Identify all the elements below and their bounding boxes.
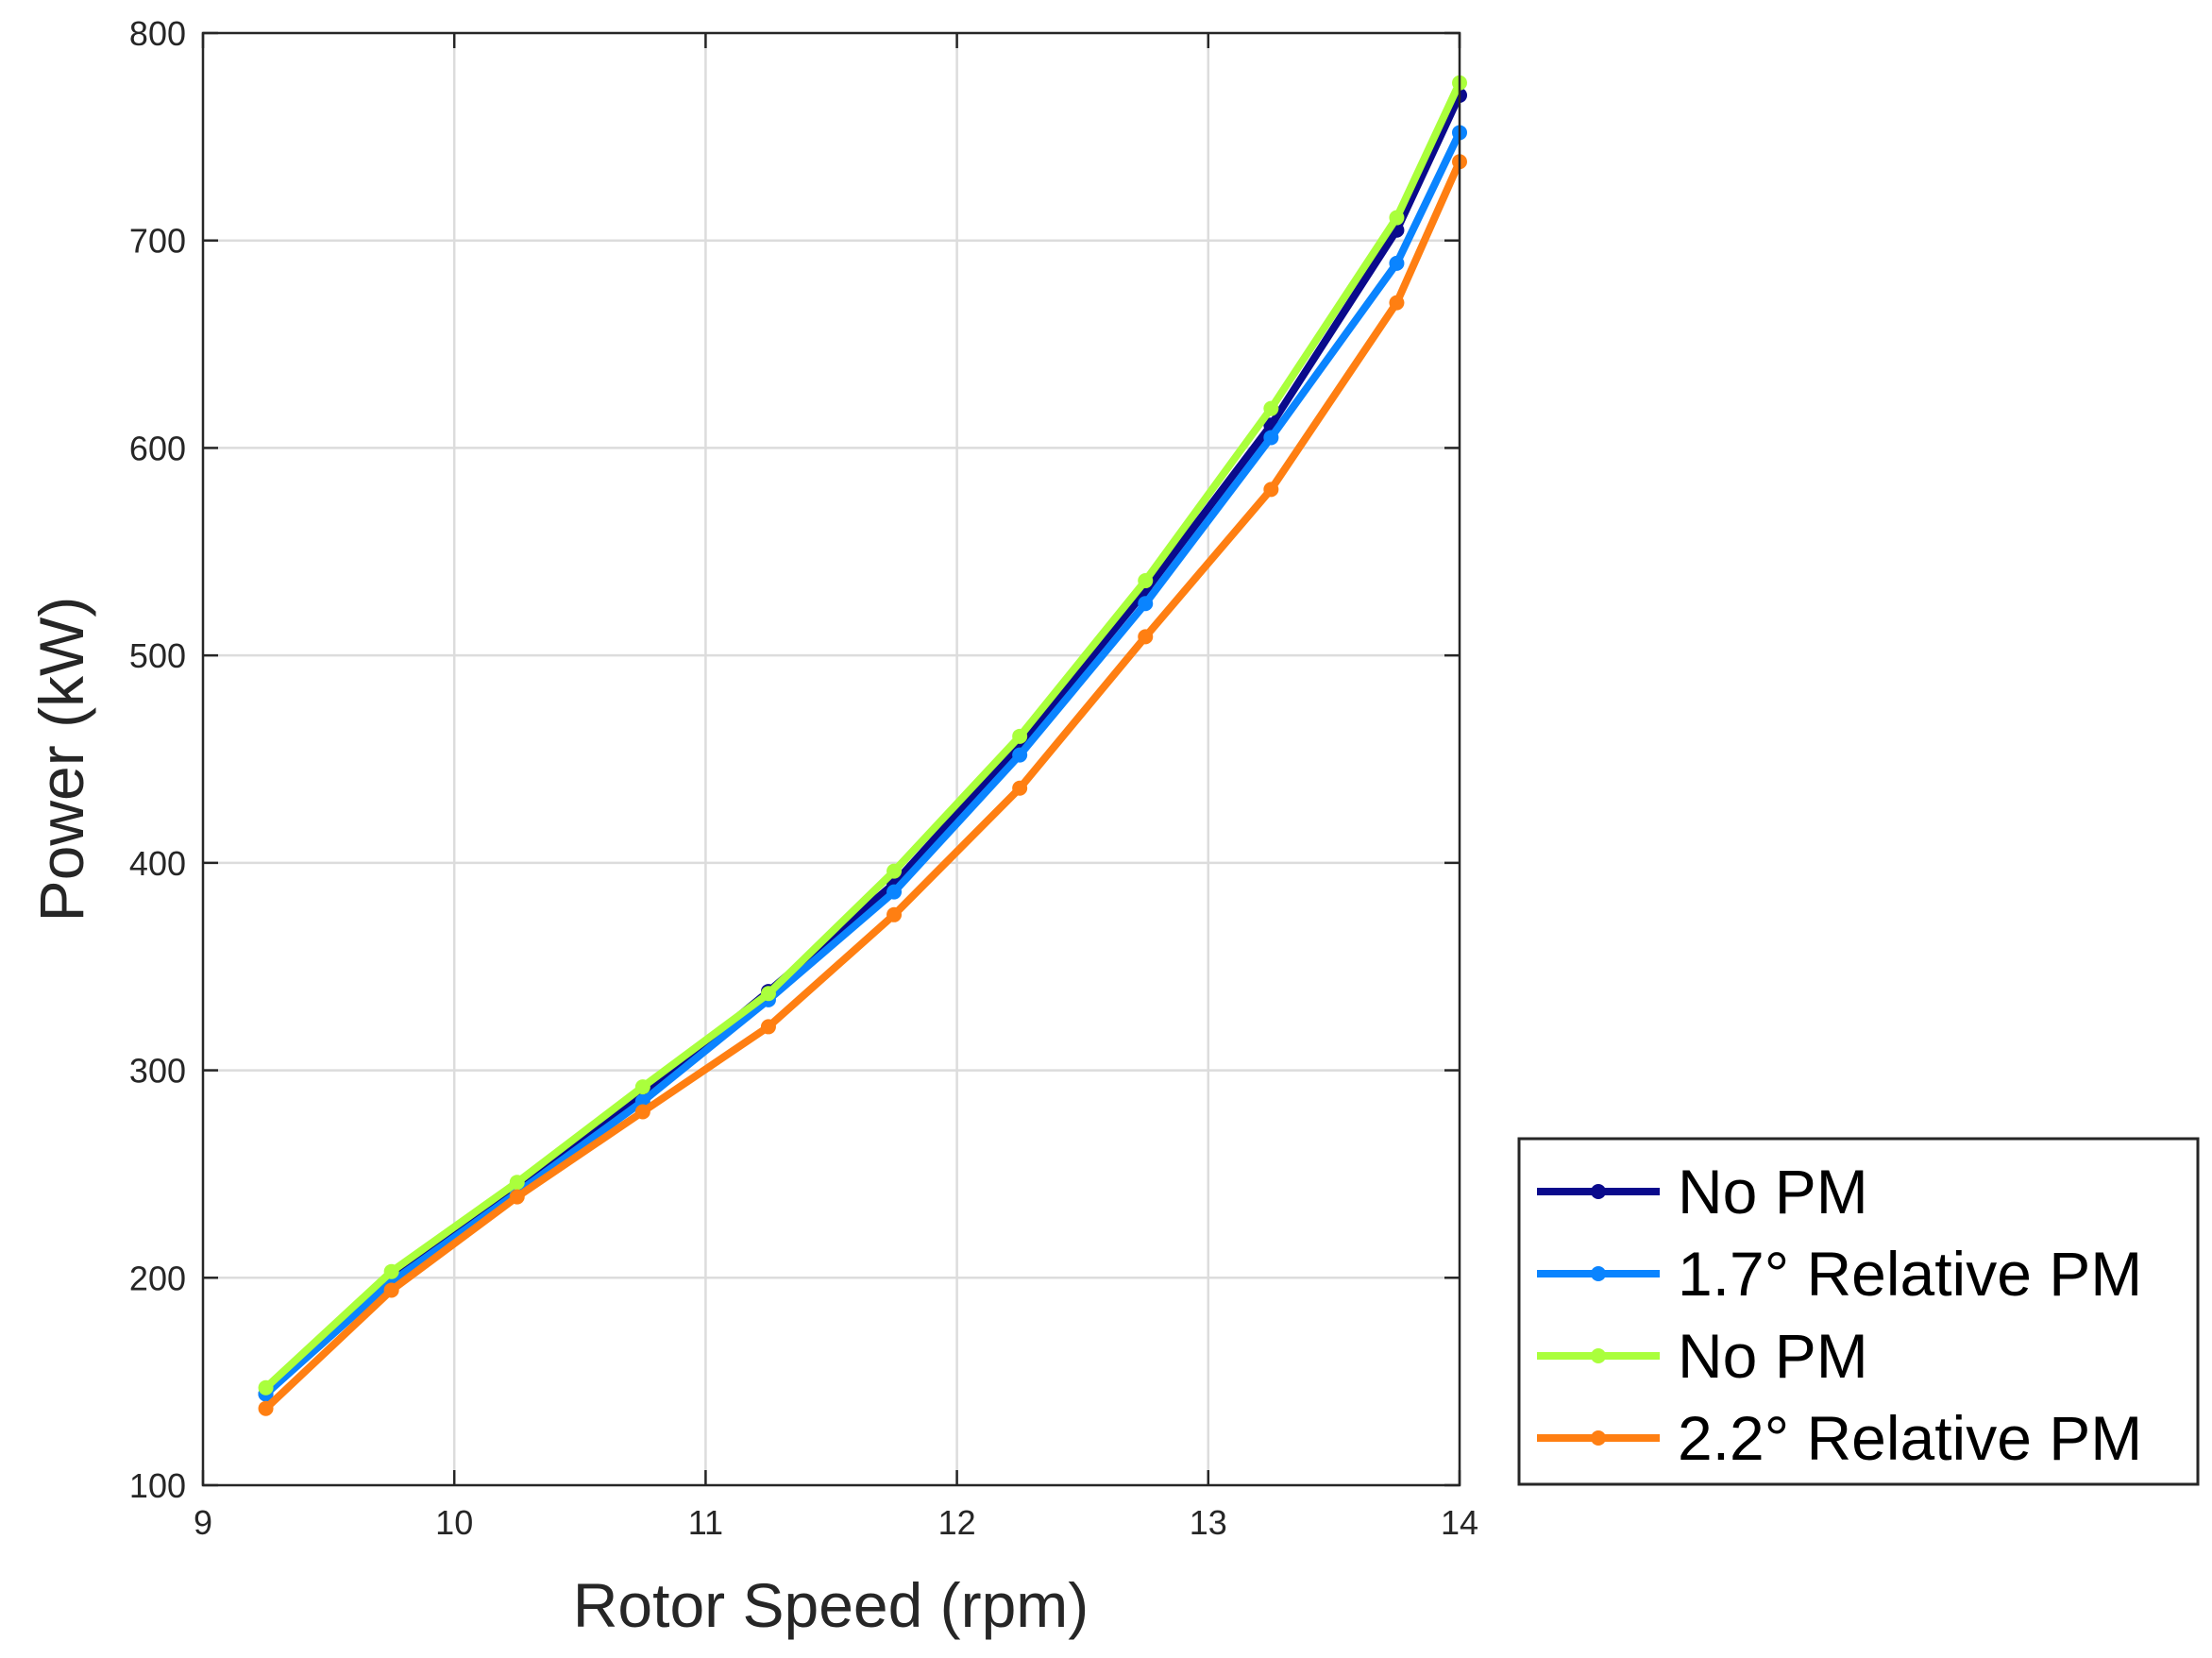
legend-label: No PM: [1678, 1321, 1868, 1391]
series-4: [258, 154, 1467, 1416]
legend-entry: No PM: [1537, 1157, 1868, 1227]
data-point: [1138, 573, 1154, 589]
x-axis-title: Rotor Speed (rpm): [573, 1570, 1089, 1640]
legend-entry: 2.2° Relative PM: [1537, 1403, 2142, 1473]
data-point: [760, 1019, 776, 1035]
ticks: [201, 31, 1461, 1487]
legend-entries: No PM 1.7° Relative PM No PM 2.2° Relative …: [1537, 1157, 2142, 1473]
data-point: [383, 1263, 399, 1279]
data-point: [1012, 747, 1028, 763]
legend-label: No PM: [1678, 1157, 1868, 1227]
data-point: [1263, 400, 1279, 416]
legend: No PM 1.7° Relative PM No PM 2.2° Relative …: [1517, 1137, 2200, 1486]
x-tick-label: 9: [194, 1503, 212, 1542]
data-point: [886, 884, 903, 900]
legend-swatch-marker: [1591, 1266, 1606, 1281]
legend-swatch-marker: [1591, 1348, 1606, 1363]
data-point: [1263, 482, 1279, 498]
data-point: [886, 906, 903, 922]
legend-label: 1.7° Relative PM: [1678, 1239, 2142, 1309]
data-point: [1263, 430, 1279, 446]
y-tick-label: 500: [129, 636, 186, 675]
series-layer: [258, 75, 1467, 1416]
data-point: [1012, 728, 1028, 744]
data-point: [634, 1104, 650, 1120]
y-tick-label: 700: [129, 222, 186, 261]
legend-entry: 1.7° Relative PM: [1537, 1239, 2142, 1309]
data-point: [1389, 210, 1405, 226]
data-point: [634, 1079, 650, 1095]
legend-swatch-marker: [1591, 1430, 1606, 1446]
data-point: [1138, 596, 1154, 612]
data-point: [509, 1189, 525, 1205]
data-point: [1389, 255, 1405, 271]
data-point: [258, 1379, 274, 1396]
x-tick-label: 11: [688, 1503, 723, 1542]
plot-frame: [201, 31, 1461, 1487]
tick-labels: 9 10 11 12 13 14 100 200 300 400 500 600 700 800: [129, 14, 1478, 1542]
legend-entry: No PM: [1537, 1321, 1868, 1391]
y-axis-title: Power (kW): [26, 597, 96, 922]
y-tick-label: 200: [129, 1259, 186, 1297]
data-point: [509, 1175, 525, 1191]
y-tick-label: 300: [129, 1052, 186, 1091]
data-point: [760, 986, 776, 1002]
grid: [203, 33, 1460, 1485]
data-point: [886, 863, 903, 879]
legend-box: [1517, 1137, 2200, 1486]
data-point: [383, 1282, 399, 1298]
y-tick-label: 400: [129, 844, 186, 883]
series-3: [258, 75, 1467, 1396]
plot-background: [203, 33, 1460, 1485]
data-point: [1012, 780, 1028, 796]
x-tick-label: 13: [1190, 1503, 1227, 1542]
data-point: [1389, 295, 1405, 311]
y-tick-label: 800: [129, 14, 186, 53]
x-tick-label: 14: [1441, 1503, 1478, 1542]
x-tick-label: 10: [435, 1503, 473, 1542]
data-point: [258, 1400, 274, 1416]
y-tick-label: 600: [129, 429, 186, 467]
y-tick-label: 100: [129, 1466, 186, 1505]
x-tick-label: 12: [938, 1503, 976, 1542]
legend-swatch-marker: [1591, 1184, 1606, 1199]
data-point: [1138, 629, 1154, 645]
legend-label: 2.2° Relative PM: [1678, 1403, 2142, 1473]
